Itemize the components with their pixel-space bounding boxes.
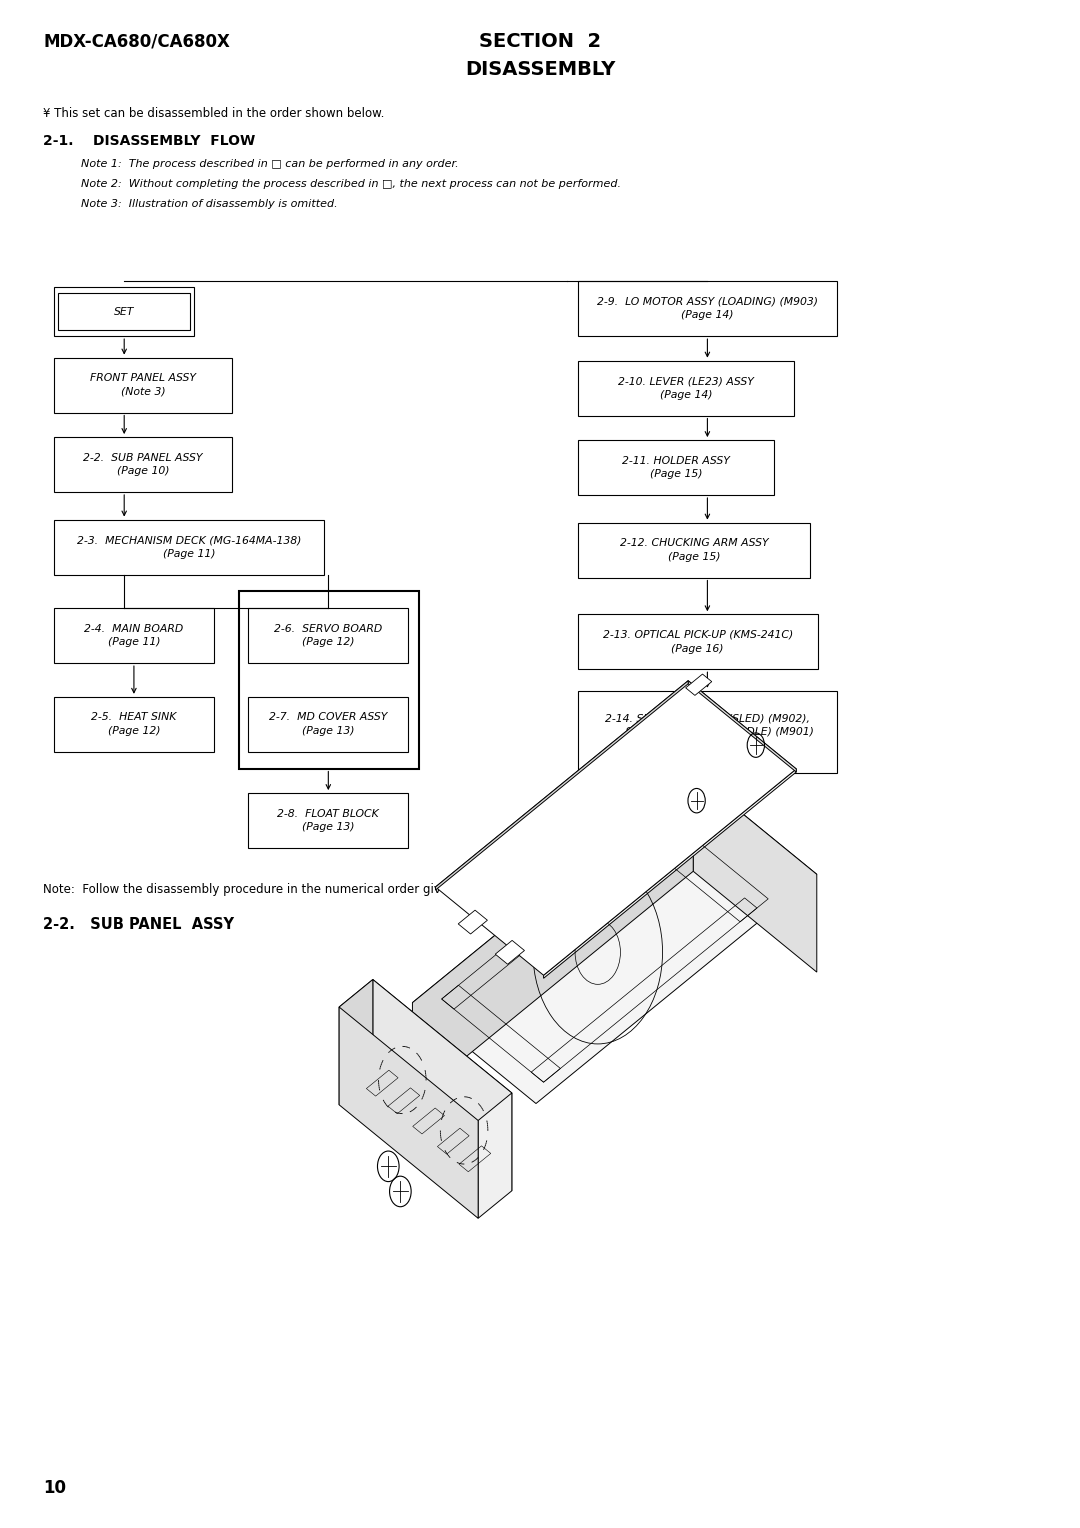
Text: FRONT PANEL ASSY
(Note 3): FRONT PANEL ASSY (Note 3) bbox=[90, 373, 197, 397]
Bar bbox=[578, 440, 774, 495]
Bar bbox=[248, 793, 408, 848]
Text: SECTION  2: SECTION 2 bbox=[478, 32, 602, 50]
Polygon shape bbox=[458, 911, 487, 934]
Bar bbox=[578, 281, 837, 336]
Bar bbox=[54, 437, 232, 492]
Polygon shape bbox=[339, 1007, 478, 1218]
Text: 2-7.  MD COVER ASSY
(Page 13): 2-7. MD COVER ASSY (Page 13) bbox=[269, 712, 388, 736]
Text: Note 1:  The process described in □ can be performed in any order.: Note 1: The process described in □ can b… bbox=[81, 159, 459, 170]
Text: 2-13. OPTICAL PICK-UP (KMS-241C)
(Page 16): 2-13. OPTICAL PICK-UP (KMS-241C) (Page 1… bbox=[603, 630, 793, 654]
Text: 2-3.  MECHANISM DECK (MG-164MA-138)
(Page 11): 2-3. MECHANISM DECK (MG-164MA-138) (Page… bbox=[77, 535, 301, 559]
Bar bbox=[54, 520, 324, 575]
Text: 2-2.  SUB PANEL ASSY
(Page 10): 2-2. SUB PANEL ASSY (Page 10) bbox=[83, 452, 203, 477]
Polygon shape bbox=[688, 681, 796, 772]
Text: 2-11. HOLDER ASSY
(Page 15): 2-11. HOLDER ASSY (Page 15) bbox=[622, 455, 730, 480]
Text: Note:  Follow the disassembly procedure in the numerical order given.: Note: Follow the disassembly procedure i… bbox=[43, 883, 460, 897]
Polygon shape bbox=[435, 681, 688, 889]
Text: 2-2.   SUB PANEL  ASSY: 2-2. SUB PANEL ASSY bbox=[43, 917, 234, 932]
Polygon shape bbox=[478, 1093, 512, 1218]
Bar bbox=[248, 608, 408, 663]
Text: 10: 10 bbox=[43, 1479, 66, 1497]
Text: 2-5.  HEAT SINK
(Page 12): 2-5. HEAT SINK (Page 12) bbox=[91, 712, 177, 736]
Bar bbox=[578, 691, 837, 773]
Text: DISASSEMBLY: DISASSEMBLY bbox=[464, 60, 616, 78]
Text: 2-8.  FLOAT BLOCK
(Page 13): 2-8. FLOAT BLOCK (Page 13) bbox=[278, 808, 379, 833]
Text: 2-14. SL MOTOR ASSY (SLED) (M902),
       SP MOTOR ASSY (SPINDLE) (M901)
       : 2-14. SL MOTOR ASSY (SLED) (M902), SP MO… bbox=[600, 714, 814, 750]
Bar bbox=[58, 293, 190, 330]
Polygon shape bbox=[686, 674, 712, 695]
Polygon shape bbox=[543, 769, 796, 978]
Text: SET: SET bbox=[114, 307, 134, 316]
Polygon shape bbox=[413, 773, 816, 1103]
Bar bbox=[54, 358, 232, 413]
Text: Note 3:  Illustration of disassembly is omitted.: Note 3: Illustration of disassembly is o… bbox=[81, 199, 338, 209]
Polygon shape bbox=[693, 773, 816, 972]
Text: 2-6.  SERVO BOARD
(Page 12): 2-6. SERVO BOARD (Page 12) bbox=[274, 623, 382, 648]
Bar bbox=[54, 697, 214, 752]
Bar bbox=[248, 697, 408, 752]
Text: MDX-CA680/CA680X: MDX-CA680/CA680X bbox=[43, 32, 230, 50]
Text: 2-9.  LO MOTOR ASSY (LOADING) (M903)
(Page 14): 2-9. LO MOTOR ASSY (LOADING) (M903) (Pag… bbox=[597, 296, 818, 321]
Polygon shape bbox=[496, 940, 525, 964]
Text: 2-10. LEVER (LE23) ASSY
(Page 14): 2-10. LEVER (LE23) ASSY (Page 14) bbox=[618, 376, 754, 400]
Text: 2-1.    DISASSEMBLY  FLOW: 2-1. DISASSEMBLY FLOW bbox=[43, 134, 256, 148]
Polygon shape bbox=[339, 979, 373, 1105]
Polygon shape bbox=[435, 681, 796, 975]
Bar bbox=[54, 608, 214, 663]
Polygon shape bbox=[413, 773, 693, 1100]
Text: 2-4.  MAIN BOARD
(Page 11): 2-4. MAIN BOARD (Page 11) bbox=[84, 623, 184, 648]
Polygon shape bbox=[339, 979, 512, 1120]
Bar bbox=[578, 361, 794, 416]
Text: Note 2:  Without completing the process described in □, the next process can not: Note 2: Without completing the process d… bbox=[81, 179, 621, 189]
Bar bbox=[578, 523, 810, 578]
Bar bbox=[578, 614, 818, 669]
Polygon shape bbox=[373, 979, 512, 1190]
Text: ¥ This set can be disassembled in the order shown below.: ¥ This set can be disassembled in the or… bbox=[43, 107, 384, 121]
Bar bbox=[54, 287, 194, 336]
Bar bbox=[239, 591, 419, 769]
Text: 2-12. CHUCKING ARM ASSY
(Page 15): 2-12. CHUCKING ARM ASSY (Page 15) bbox=[620, 538, 768, 562]
